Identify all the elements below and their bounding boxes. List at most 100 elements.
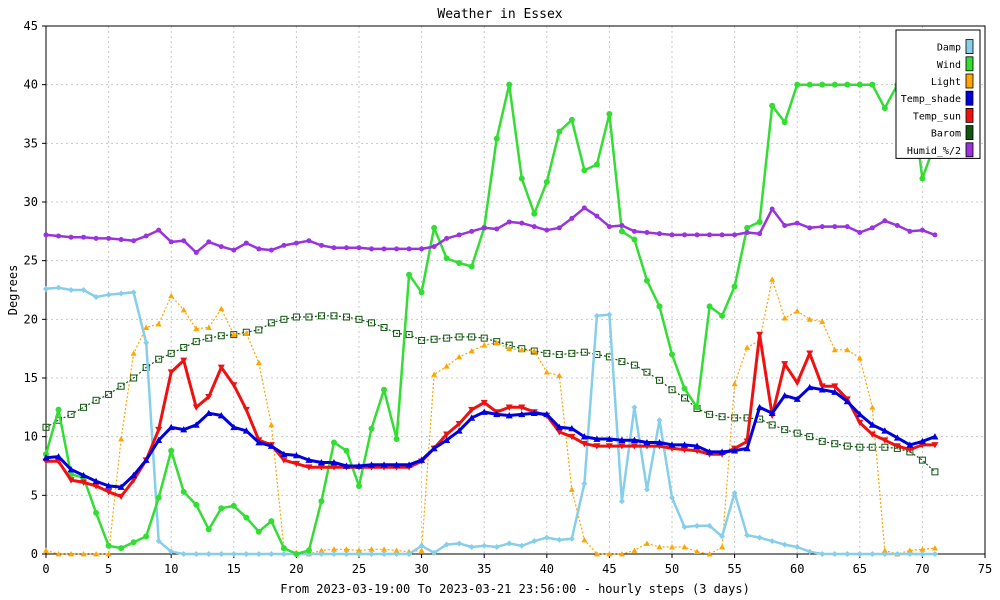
legend-swatch: [965, 108, 974, 123]
data-point-barom: [455, 333, 463, 341]
data-point-damp: [869, 551, 876, 557]
data-point-light: [55, 551, 62, 557]
data-point-barom: [380, 324, 388, 332]
data-point-temp-sun: [117, 493, 125, 501]
data-point-humid-2: [131, 238, 137, 244]
data-point-barom: [781, 426, 789, 434]
data-point-damp: [468, 543, 475, 550]
data-point-light: [669, 543, 675, 550]
data-point-barom: [618, 358, 626, 366]
data-point-light: [143, 324, 150, 330]
data-point-barom: [643, 368, 651, 376]
data-point-temp-shade: [793, 395, 801, 402]
data-point-light: [556, 372, 563, 379]
data-point-temp-sun: [580, 440, 588, 448]
data-point-wind: [856, 81, 863, 88]
data-point-barom: [793, 429, 801, 437]
data-point-damp: [656, 417, 663, 424]
data-point-humid-2: [794, 220, 800, 226]
data-point-wind: [180, 488, 187, 495]
y-tick-label: 25: [24, 254, 38, 268]
data-point-wind: [881, 105, 888, 112]
data-point-damp: [418, 542, 425, 549]
data-point-light: [518, 346, 525, 353]
chart-title: Weather in Essex: [437, 7, 562, 22]
data-point-light: [856, 355, 863, 361]
data-point-light: [93, 551, 100, 557]
data-point-wind: [218, 505, 225, 512]
data-point-damp: [506, 540, 513, 547]
data-point-humid-2: [381, 246, 387, 252]
data-point-light: [731, 380, 738, 387]
data-point-barom: [655, 376, 663, 384]
data-point-barom: [843, 442, 851, 450]
data-point-barom: [130, 374, 138, 382]
data-point-wind: [356, 482, 362, 489]
data-point-barom: [393, 329, 401, 337]
legend-swatch: [965, 56, 974, 72]
data-point-light: [719, 543, 726, 550]
data-point-light: [831, 346, 838, 353]
data-point-wind: [794, 81, 801, 88]
data-point-damp: [268, 551, 275, 557]
data-point-damp: [819, 551, 826, 557]
data-point-temp-sun: [856, 419, 864, 427]
data-point-temp-sun: [242, 406, 250, 414]
data-point-damp: [568, 535, 575, 542]
data-point-temp-sun: [292, 460, 300, 468]
data-point-light: [844, 346, 851, 353]
data-point-humid-2: [469, 228, 475, 234]
data-point-light: [155, 321, 162, 327]
data-point-wind: [531, 210, 538, 217]
data-point-temp-sun: [605, 443, 613, 450]
data-point-light: [168, 292, 175, 299]
data-point-temp-sun: [443, 431, 451, 438]
data-point-temp-sun: [505, 404, 513, 411]
data-point-temp-sun: [192, 404, 200, 411]
data-point-damp: [456, 540, 463, 547]
data-point-damp: [906, 551, 913, 557]
data-point-temp-sun: [806, 350, 814, 357]
data-point-light: [906, 547, 913, 553]
data-point-wind: [293, 551, 300, 557]
data-point-humid-2: [556, 225, 562, 231]
data-point-temp-sun: [230, 382, 238, 389]
data-point-temp-sun: [217, 364, 225, 371]
data-point-humid-2: [907, 228, 913, 234]
data-point-humid-2: [181, 238, 187, 244]
data-point-light: [80, 551, 87, 557]
data-point-humid-2: [857, 230, 863, 236]
data-point-humid-2: [193, 249, 199, 255]
data-point-barom: [543, 349, 551, 357]
data-point-temp-sun: [455, 420, 463, 428]
data-point-humid-2: [306, 238, 312, 244]
data-point-humid-2: [569, 215, 575, 221]
data-point-barom: [267, 319, 275, 327]
data-point-barom: [92, 396, 100, 404]
data-point-wind: [193, 501, 200, 508]
x-tick-label: 60: [790, 562, 804, 576]
data-point-barom: [355, 315, 363, 323]
x-tick-label: 15: [227, 562, 241, 576]
data-point-damp: [330, 551, 337, 557]
data-point-humid-2: [293, 240, 299, 246]
data-point-temp-shade: [305, 456, 313, 463]
data-point-wind: [919, 175, 926, 182]
y-tick-label: 30: [24, 195, 38, 209]
data-point-damp: [280, 551, 287, 557]
data-point-barom: [918, 456, 926, 464]
data-point-light: [68, 551, 75, 557]
data-point-barom: [142, 363, 150, 371]
data-point-humid-2: [106, 235, 112, 241]
data-point-humid-2: [769, 206, 775, 212]
data-point-temp-shade: [430, 444, 438, 452]
data-point-barom: [105, 390, 113, 398]
data-point-barom: [681, 394, 689, 402]
data-point-wind: [518, 175, 525, 182]
data-point-damp: [631, 404, 638, 411]
series-line-barom: [45, 315, 936, 473]
series-line-wind: [44, 83, 937, 556]
data-point-humid-2: [707, 232, 713, 238]
data-point-damp: [706, 522, 713, 529]
data-point-damp: [756, 534, 763, 541]
